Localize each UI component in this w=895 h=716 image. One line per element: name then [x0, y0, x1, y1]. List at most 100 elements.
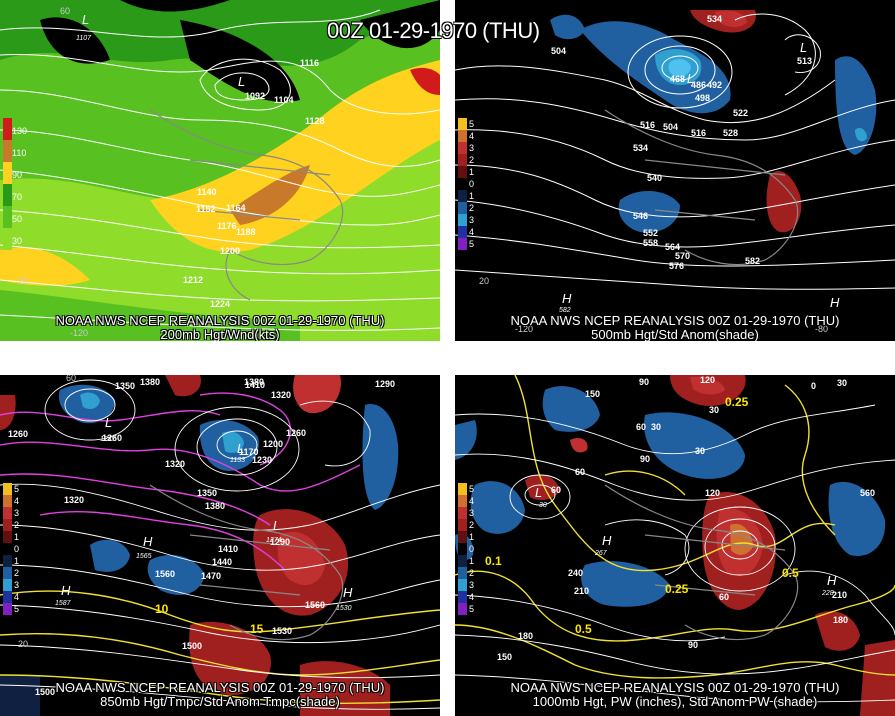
colorbar-label: 4: [469, 496, 475, 506]
contour-label: 1230: [252, 455, 272, 465]
colorbar-label: 4: [14, 496, 20, 506]
latitude-label: 60: [66, 375, 76, 383]
panel-850mb-height-temperature: 1380 1410 1380 1320 1290 1350 1260 1260 …: [0, 375, 440, 716]
low-center-value: 1274: [266, 537, 282, 544]
contour-label: 210: [574, 586, 589, 596]
contour-label: 1128: [305, 116, 325, 126]
contour-label: 150: [497, 652, 512, 662]
colorbar-label: 3: [469, 143, 475, 153]
colorbar-label: 5: [469, 484, 475, 494]
colorbar-label: 4: [469, 227, 475, 237]
colorbar-cell: [458, 190, 467, 202]
colorbar-cell: [3, 507, 12, 519]
colorbar-label: 4: [469, 131, 475, 141]
contour-label: 1092: [245, 91, 265, 101]
colorbar-label: 4: [469, 592, 475, 602]
contour-label: 60: [719, 592, 729, 602]
contour-label: 1104: [274, 95, 294, 105]
colorbar-label: 50: [12, 214, 23, 224]
contour-label: 1140: [197, 187, 217, 197]
colorbar-label: 70: [12, 192, 23, 202]
contour-label: 1350: [197, 488, 217, 498]
colorbar-label: 5: [469, 239, 475, 249]
high-center-value: 1565: [136, 553, 152, 560]
colorbar-cell: [3, 555, 12, 567]
contour-label: 486: [691, 80, 706, 90]
colorbar-cell: [458, 118, 467, 130]
contour-label: 546: [633, 211, 648, 221]
contour-label: 1260: [102, 433, 122, 443]
colorbar-label: 5: [14, 604, 20, 614]
contour-label: 60: [636, 422, 646, 432]
low-center-value: 1247: [100, 436, 117, 443]
contour-label: 30: [651, 422, 661, 432]
contour-labels-850mb: 1380 1410 1380 1320 1290 1350 1260 1260 …: [8, 377, 395, 697]
contour-label: 90: [639, 377, 649, 387]
contour-label: 492: [707, 80, 722, 90]
colorbar-label: 1: [469, 532, 475, 542]
colorbar-label: 3: [14, 508, 20, 518]
map-title: 00Z 01-29-1970 (THU): [327, 18, 540, 43]
contour-label: 468: [670, 74, 685, 84]
colorbar-label: 3: [469, 580, 475, 590]
latitude-label: 20: [18, 639, 28, 649]
map-200mb: 1116 1104 1092 1128 1140 1152 1164 1176 …: [0, 0, 440, 341]
contour-label: 552: [643, 228, 658, 238]
contour-label: 534: [633, 143, 648, 153]
contour-label: 1410: [245, 380, 265, 390]
caption-source: NOAA NWS NCEP REANALYSIS 00Z 01-29-1970 …: [55, 313, 385, 328]
caption-field: 1000mb Hgt, PW (inches), Std Anom PW (sh…: [532, 694, 818, 709]
contour-label: 210: [832, 590, 847, 600]
contour-label: 560: [860, 488, 875, 498]
high-center-H: H: [343, 585, 353, 600]
contour-label: 528: [723, 128, 738, 138]
colorbar-cell: [3, 483, 12, 495]
contour-label: 150: [585, 389, 600, 399]
colorbar-cell: [3, 495, 12, 507]
temperature-label: 15: [250, 622, 264, 636]
colorbar-label: 4: [14, 592, 20, 602]
high-center-H: H: [562, 291, 572, 306]
colorbar-cell: [458, 130, 467, 142]
colorbar-cell: [3, 118, 12, 140]
colorbar-label: 1: [469, 191, 475, 201]
contour-label: 522: [733, 108, 748, 118]
high-center-H: H: [827, 573, 837, 588]
pw-label: 0.1: [485, 554, 502, 568]
contour-label: 576: [669, 261, 684, 271]
contour-label: 1290: [375, 379, 395, 389]
colorbar-label: 2: [14, 520, 20, 530]
low-center-L: L: [238, 74, 245, 89]
contour-label: 1440: [212, 557, 232, 567]
contour-label: 516: [640, 120, 655, 130]
high-center-H: H: [61, 583, 71, 598]
high-center-value: 582: [559, 307, 571, 314]
colorbar-label: 2: [469, 203, 475, 213]
contour-label: 60: [575, 467, 585, 477]
contour-label: 180: [518, 631, 533, 641]
contour-label: 240: [568, 568, 583, 578]
contour-label: 1410: [218, 544, 238, 554]
colorbar-label: 2: [469, 520, 475, 530]
colorbar-label: 1: [469, 167, 475, 177]
longitude-label: -80: [815, 324, 828, 334]
high-center-value: 267: [594, 550, 608, 557]
colorbar-cell: [3, 519, 12, 531]
low-center-L: L: [273, 518, 280, 533]
colorbar-cell: [3, 228, 12, 250]
low-center-L: L: [800, 40, 807, 55]
contour-label: 180: [833, 615, 848, 625]
colorbar-cell: [458, 567, 467, 579]
contour-labels-200mb: 1116 1104 1092 1128 1140 1152 1164 1176 …: [183, 58, 325, 309]
contour-label: 1350: [115, 381, 135, 391]
longitude-label: -120: [515, 324, 533, 334]
caption-field: 500mb Hgt/Std Anom(shade): [591, 327, 759, 342]
contour-label: 1260: [8, 429, 28, 439]
colorbar-cell: [458, 519, 467, 531]
contour-label: 504: [663, 122, 678, 132]
low-center-L: L: [535, 485, 542, 500]
pw-label: 0.5: [575, 622, 592, 636]
colorbar-cell: [3, 567, 12, 579]
map-1000mb: 120 90 30 150 60 30 90 30 60 0 30 120 60…: [455, 375, 895, 716]
colorbar-cell: [3, 140, 12, 162]
